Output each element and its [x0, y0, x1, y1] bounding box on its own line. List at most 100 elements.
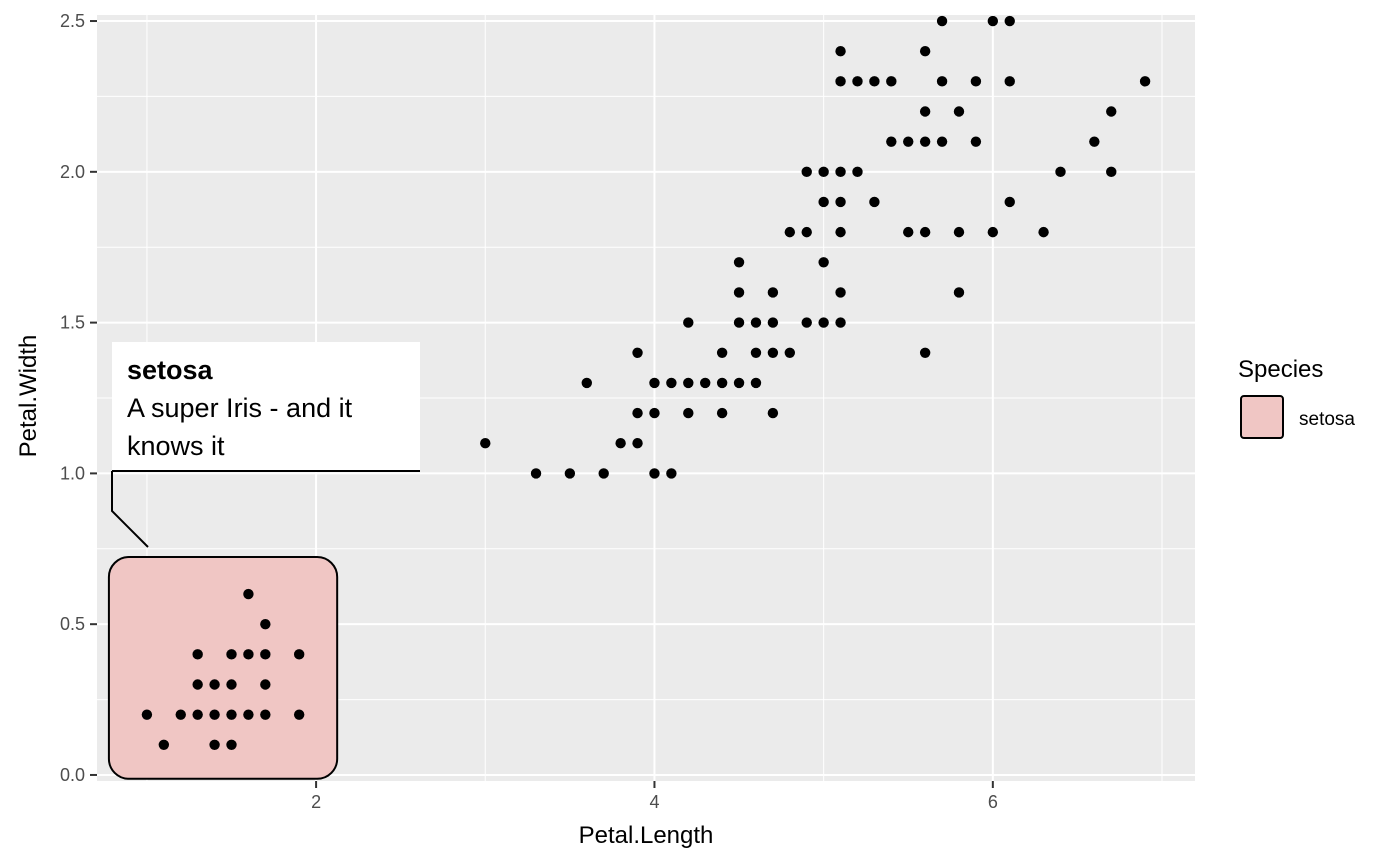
annotation-callout: setosa A super Iris - and it knows it	[111, 342, 420, 548]
legend-title: Species	[1238, 356, 1323, 383]
data-point	[767, 347, 779, 358]
data-point	[293, 649, 305, 660]
data-point	[733, 287, 745, 298]
data-point	[666, 468, 677, 479]
data-point	[683, 317, 694, 328]
data-point	[835, 76, 846, 87]
data-point	[919, 136, 931, 147]
data-point	[801, 226, 812, 238]
data-point	[852, 166, 863, 178]
data-point	[226, 649, 237, 660]
data-point	[716, 347, 728, 358]
data-point	[835, 166, 846, 178]
data-point	[987, 226, 999, 238]
data-point	[919, 106, 931, 117]
y-tick-label: 0.0	[60, 765, 85, 785]
data-point	[564, 468, 576, 479]
data-point	[1004, 76, 1015, 87]
data-point	[1106, 106, 1117, 117]
setosa-highlight-box	[107, 556, 339, 780]
data-point	[852, 76, 863, 87]
data-point	[784, 347, 796, 358]
data-point	[666, 377, 677, 389]
y-axis: 0.0 0.5 1.0 1.5 2.0 2.5	[60, 11, 97, 785]
data-point	[581, 377, 592, 389]
data-point	[886, 136, 897, 147]
data-point	[243, 588, 254, 600]
annotation-box	[112, 342, 420, 471]
data-point	[632, 347, 643, 358]
data-point	[260, 709, 271, 720]
data-point	[1038, 226, 1049, 238]
data-point	[987, 15, 999, 27]
data-point	[175, 709, 186, 720]
data-point	[649, 407, 660, 419]
data-point	[919, 347, 931, 358]
data-point	[260, 618, 271, 630]
data-point	[1089, 136, 1100, 147]
data-point	[818, 196, 829, 208]
data-point	[1004, 15, 1015, 27]
data-point	[615, 438, 626, 449]
data-point	[953, 226, 965, 238]
data-point	[750, 347, 762, 358]
data-point	[1055, 166, 1066, 178]
data-point	[767, 287, 779, 298]
data-point	[953, 106, 965, 117]
data-point	[767, 407, 779, 419]
data-point	[632, 438, 643, 449]
data-point	[1004, 196, 1015, 208]
y-tick-label: 1.0	[60, 463, 85, 483]
data-point	[936, 15, 948, 27]
x-axis-title: Petal.Length	[579, 822, 714, 849]
data-point	[953, 287, 965, 298]
data-point	[209, 739, 220, 751]
data-point	[226, 739, 237, 751]
data-point	[716, 377, 728, 389]
data-point	[598, 468, 609, 479]
data-point	[192, 649, 203, 660]
data-point	[141, 709, 153, 720]
data-point	[192, 709, 203, 720]
x-tick-label: 6	[988, 792, 998, 812]
legend-label-setosa: setosa	[1299, 409, 1355, 430]
data-point	[936, 136, 948, 147]
data-point	[835, 196, 846, 208]
x-axis: 2 4 6	[311, 781, 998, 812]
data-point	[801, 317, 812, 328]
data-point	[750, 317, 762, 328]
data-point	[835, 287, 846, 298]
data-point	[716, 407, 728, 419]
data-point	[970, 76, 982, 87]
data-point	[919, 45, 931, 57]
data-point	[869, 196, 880, 208]
data-point	[936, 76, 948, 87]
data-point	[750, 377, 762, 389]
y-axis-title: Petal.Width	[15, 335, 42, 458]
data-point	[293, 709, 305, 720]
y-tick-label: 2.0	[60, 162, 85, 182]
data-points	[141, 15, 1151, 751]
data-point	[835, 226, 846, 238]
data-point	[1106, 166, 1117, 178]
data-point	[632, 407, 643, 419]
data-point	[767, 317, 779, 328]
data-point	[970, 136, 982, 147]
data-point	[649, 468, 660, 479]
data-point	[818, 317, 829, 328]
data-point	[243, 709, 254, 720]
data-point	[260, 649, 271, 660]
legend-key-setosa	[1240, 395, 1284, 439]
data-point	[903, 226, 914, 238]
data-point	[209, 709, 220, 720]
data-point	[801, 166, 812, 178]
data-point	[818, 257, 829, 268]
data-point	[209, 679, 220, 690]
data-point	[700, 377, 711, 389]
data-point	[649, 377, 660, 389]
data-point	[903, 136, 914, 147]
annotation-line-1: A super Iris - and it	[127, 393, 353, 423]
data-point	[480, 438, 491, 449]
x-tick-label: 2	[311, 792, 321, 812]
data-point	[919, 226, 931, 238]
